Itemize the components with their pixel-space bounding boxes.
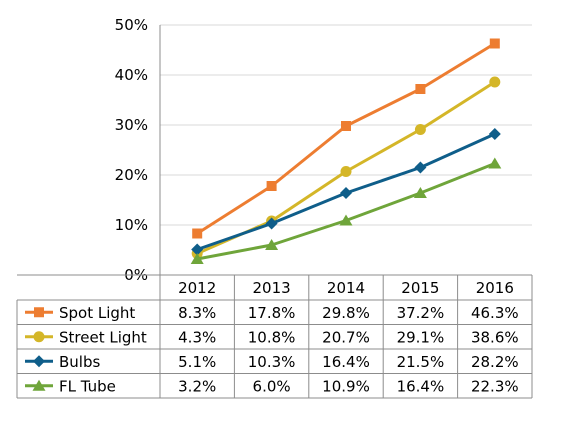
y-axis: 0%10%20%30%40%50%	[115, 16, 161, 284]
data-point	[488, 128, 501, 140]
legend-key-bulbs	[25, 355, 53, 368]
x-tick-label: 2014	[327, 279, 365, 297]
data-point	[265, 239, 279, 250]
data-point	[191, 243, 204, 256]
data-label: 28.2%	[471, 353, 519, 371]
data-table: 2012 2013 2014 2015 2016 Spot Light 8.3% 17.8% 2…	[16, 274, 533, 399]
y-tick-label: 30%	[115, 116, 148, 134]
y-tick-label: 50%	[115, 16, 148, 34]
data-point	[340, 166, 352, 177]
data-label: 16.4%	[322, 353, 370, 371]
series-line	[196, 42, 496, 235]
data-point	[414, 124, 426, 135]
data-label: 20.7%	[322, 328, 370, 346]
legend-key-fl-tube	[25, 379, 53, 391]
data-point	[414, 161, 427, 174]
data-point	[265, 217, 278, 230]
legend-label: Spot Light	[59, 304, 135, 322]
data-label: 29.1%	[397, 328, 445, 346]
series-bulbs	[191, 128, 501, 256]
legend-label: FL Tube	[59, 377, 116, 395]
data-point	[341, 121, 351, 131]
data-point	[266, 181, 277, 191]
x-tick-label: 2013	[253, 279, 291, 297]
legend-key-spot-light	[25, 307, 53, 318]
y-tick-label: 40%	[115, 66, 148, 84]
data-label: 5.1%	[178, 353, 216, 371]
data-point	[489, 76, 501, 88]
data-point	[415, 84, 426, 94]
x-tick-label: 2016	[476, 279, 514, 297]
data-label: 46.3%	[471, 304, 519, 322]
legend-marker	[34, 307, 44, 318]
data-label: 21.5%	[397, 353, 445, 371]
data-label: 10.9%	[322, 377, 370, 395]
data-point	[489, 38, 500, 49]
series-spot-light	[192, 38, 500, 239]
data-label: 37.2%	[397, 304, 445, 322]
data-label: 4.3%	[178, 328, 216, 346]
data-label: 6.0%	[253, 377, 291, 395]
legend-marker	[33, 355, 45, 368]
data-point	[340, 187, 352, 199]
series-fl-tube	[190, 157, 502, 264]
legend-key-street-light	[25, 331, 53, 343]
data-point	[192, 228, 203, 239]
data-label: 10.8%	[248, 328, 296, 346]
x-tick-label: 2015	[401, 279, 439, 297]
data-label: 22.3%	[471, 377, 519, 395]
legend-marker	[33, 331, 45, 343]
data-point	[488, 157, 502, 169]
legend-label: Street Light	[59, 328, 147, 346]
x-tick-label: 2012	[178, 279, 216, 297]
data-point	[339, 214, 353, 226]
legend-marker	[32, 379, 46, 391]
series-group	[190, 38, 502, 264]
y-tick-label: 20%	[115, 166, 148, 184]
series-street-light	[191, 76, 501, 259]
data-point	[413, 187, 427, 198]
data-label: 17.8%	[248, 304, 296, 322]
legend-label: Bulbs	[59, 353, 100, 371]
data-label: 29.8%	[322, 304, 370, 322]
data-label: 8.3%	[178, 304, 216, 322]
data-label: 38.6%	[471, 328, 519, 346]
data-label: 16.4%	[397, 377, 445, 395]
series-line	[196, 162, 496, 261]
data-point	[190, 253, 204, 264]
data-label: 10.3%	[248, 353, 296, 371]
data-label: 3.2%	[178, 377, 216, 395]
y-tick-label: 10%	[115, 216, 148, 234]
